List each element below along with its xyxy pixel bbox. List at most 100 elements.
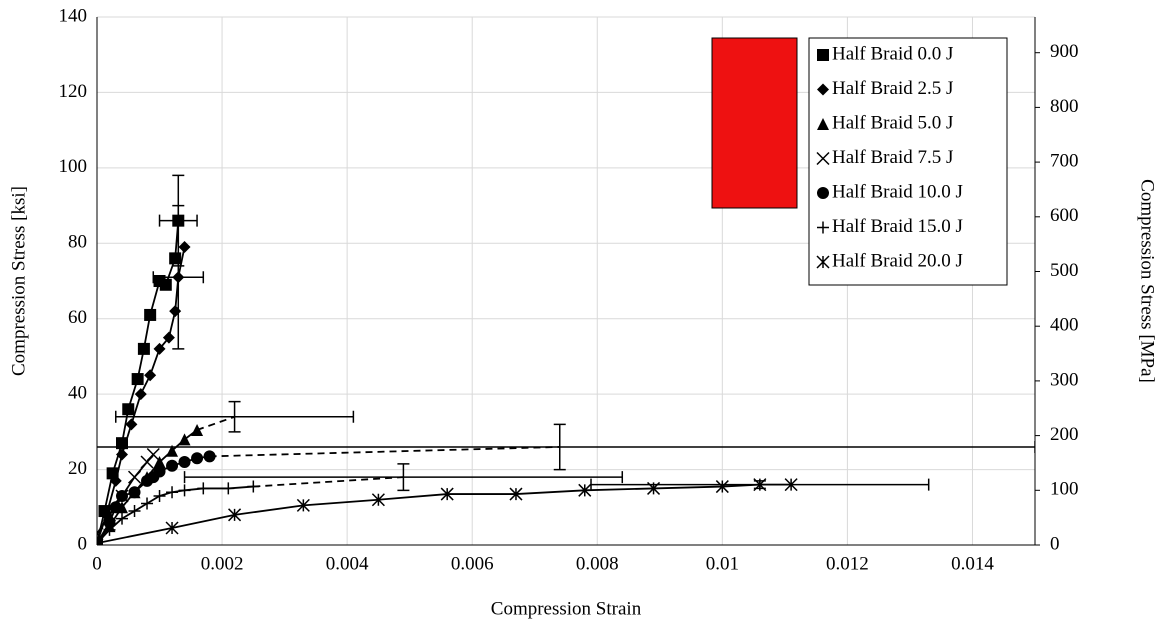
- y-tick-label: 20: [68, 458, 87, 479]
- y-error-bar: [172, 204, 185, 350]
- marker: [178, 456, 191, 469]
- marker: [440, 487, 454, 501]
- marker: [166, 444, 179, 457]
- series-dashed-line: [209, 446, 560, 458]
- x-tick-label: 0.004: [326, 553, 369, 574]
- y-tick-label: 0: [78, 533, 88, 554]
- y2-tick-label: 0: [1050, 533, 1060, 554]
- y2-tick-label: 900: [1050, 41, 1079, 62]
- marker: [153, 456, 166, 469]
- y-error-bar: [228, 400, 241, 433]
- x-tick-label: 0: [92, 553, 102, 574]
- marker: [296, 498, 310, 512]
- marker: [817, 118, 829, 130]
- series-layer: [97, 174, 1035, 545]
- x-axis-title: Compression Strain: [491, 598, 642, 619]
- marker: [127, 470, 142, 484]
- y-axis-title: Compression Stress [ksi]: [8, 186, 29, 376]
- series-dashed-line: [196, 415, 235, 431]
- marker: [816, 255, 830, 269]
- marker: [191, 423, 204, 436]
- legend-label: Half Braid 10.0 J: [832, 181, 963, 202]
- marker: [103, 516, 116, 529]
- series-line: [97, 246, 186, 544]
- marker: [128, 505, 141, 518]
- marker: [137, 342, 150, 355]
- legend-image: [711, 37, 798, 209]
- marker: [153, 342, 166, 355]
- marker: [509, 487, 523, 501]
- marker: [128, 486, 141, 499]
- marker: [191, 452, 204, 465]
- y2-tick-label: 600: [1050, 205, 1079, 226]
- marker: [817, 187, 829, 199]
- marker: [153, 489, 166, 502]
- marker: [178, 433, 191, 446]
- legend-label: Half Braid 2.5 J: [832, 78, 953, 99]
- y2-tick-label: 100: [1050, 479, 1079, 500]
- legend-label: Half Braid 5.0 J: [832, 112, 953, 133]
- y-tick-label: 100: [59, 156, 88, 177]
- marker: [146, 447, 160, 462]
- legend-label: Half Braid 7.5 J: [832, 147, 953, 168]
- marker: [166, 459, 179, 472]
- marker: [178, 241, 191, 254]
- y2-tick-label: 500: [1050, 260, 1079, 281]
- marker: [166, 486, 179, 499]
- y-tick-label: 120: [59, 81, 88, 102]
- marker: [103, 523, 116, 536]
- legend-label: Half Braid 0.0 J: [832, 43, 953, 64]
- marker: [228, 508, 242, 522]
- marker: [169, 305, 182, 318]
- marker: [817, 221, 829, 234]
- marker: [116, 448, 129, 461]
- marker: [371, 493, 385, 507]
- marker: [109, 501, 122, 514]
- marker: [109, 474, 122, 487]
- marker: [116, 512, 129, 525]
- y2-tick-label: 400: [1050, 315, 1079, 336]
- y2-tick-label: 200: [1050, 424, 1079, 445]
- x-tick-label: 0.006: [451, 553, 494, 574]
- marker: [169, 252, 182, 265]
- y2-tick-label: 800: [1050, 96, 1079, 117]
- marker: [178, 484, 191, 497]
- y-error-bar: [397, 463, 410, 492]
- marker: [197, 482, 210, 495]
- legend-box: [808, 37, 1008, 286]
- y-error-bar: [753, 480, 766, 490]
- series-dashed-line: [253, 476, 404, 488]
- marker: [134, 388, 147, 401]
- marker: [817, 49, 829, 61]
- marker: [817, 83, 829, 96]
- marker: [203, 450, 216, 463]
- y-error-bar: [553, 423, 566, 471]
- marker: [144, 308, 157, 321]
- y2-tick-label: 700: [1050, 150, 1079, 171]
- marker: [162, 331, 175, 344]
- marker: [140, 455, 154, 469]
- marker: [141, 497, 154, 510]
- marker: [222, 482, 235, 495]
- marker: [165, 521, 179, 535]
- x-tick-label: 0.012: [826, 553, 869, 574]
- y2-axis-title: Compression Stress [MPa]: [1137, 179, 1158, 383]
- y-tick-label: 80: [68, 232, 87, 253]
- legend: Half Braid 0.0 J Half Braid 2.5 J Half Bra…: [711, 37, 1008, 286]
- y-tick-label: 60: [68, 307, 87, 328]
- legend-label: Half Braid 20.0 J: [832, 250, 963, 271]
- marker: [97, 536, 104, 545]
- marker: [153, 465, 166, 478]
- marker: [578, 483, 592, 497]
- marker: [784, 478, 798, 492]
- marker: [247, 480, 260, 493]
- legend-label: Half Braid 15.0 J: [832, 216, 963, 237]
- marker: [715, 480, 729, 494]
- y-tick-label: 140: [59, 5, 88, 26]
- marker: [144, 369, 157, 382]
- marker: [159, 278, 172, 291]
- y2-tick-label: 300: [1050, 369, 1079, 390]
- x-tick-label: 0.008: [576, 553, 619, 574]
- marker: [131, 373, 144, 386]
